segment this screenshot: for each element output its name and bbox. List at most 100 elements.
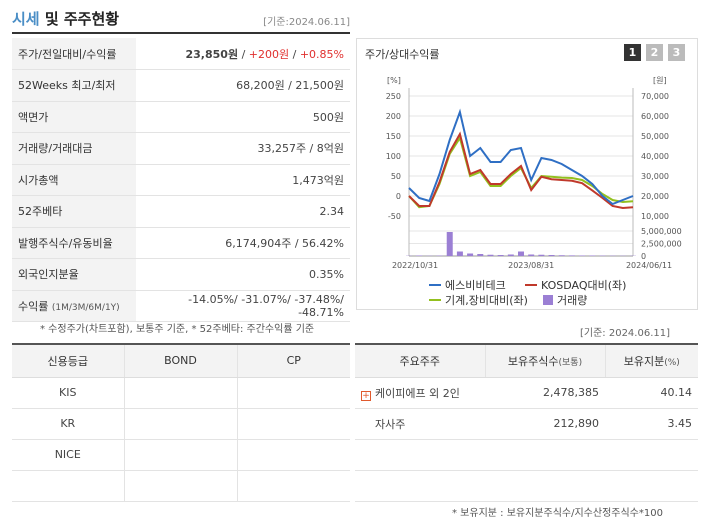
holder-pct: 40.14	[605, 377, 698, 409]
section-title-bar: 시세 및 주주현황 [기준:2024.06.11]	[12, 8, 350, 34]
holder-footnote: * 보유지분 : 보유지분주식수/지수산정주식수*100	[452, 508, 663, 519]
row-label: 외국인지분율	[12, 258, 136, 291]
price-change: +200원	[248, 47, 290, 61]
holder-name: 자사주	[355, 408, 485, 440]
row-value: 2.34	[136, 195, 350, 228]
bond-rating	[123, 377, 237, 409]
row-label: 수익률 (1M/3M/6M/1Y)	[12, 290, 136, 322]
volume-bar	[568, 255, 575, 256]
volume-bar	[477, 254, 484, 256]
table-row: 액면가 500원	[12, 101, 350, 133]
stock-price-line	[408, 108, 634, 206]
legend-item: 거래량	[543, 292, 587, 308]
table-row: 주가/전일대비/수익률 23,850원 / +200원 / +0.85%	[12, 38, 350, 70]
rating-agency	[12, 470, 124, 502]
left-tick-label: -50	[388, 212, 401, 221]
volume-bar	[487, 254, 494, 256]
table-row	[355, 470, 698, 502]
row-value: 500원	[136, 101, 350, 133]
table-row	[355, 439, 698, 471]
row-label: 52Weeks 최고/최저	[12, 69, 136, 102]
left-tick-label: 100	[386, 152, 401, 161]
volume-tick-label: 2,500,000	[641, 240, 682, 249]
row-label: 52주베타	[12, 195, 136, 228]
table-row: NICE	[12, 439, 350, 471]
rating-agency: KR	[12, 408, 124, 440]
column-header: 보유주식수(보통)	[484, 343, 605, 378]
right-axis-unit: [원]	[653, 76, 667, 85]
chart-panel: 주가/상대수익률 1 2 3 [%] [원] 250 200 150 100 50 0 -50 7…	[356, 38, 698, 310]
volume-bar	[538, 254, 545, 256]
volume-bar	[467, 253, 474, 256]
table-row: 자사주 212,890 3.45	[355, 408, 698, 440]
holder-name	[355, 470, 485, 502]
row-value: 33,257주 / 8억원	[136, 132, 350, 165]
table-row: KR	[12, 408, 350, 440]
rating-agency: KIS	[12, 377, 124, 409]
holder-shares: 212,890	[485, 408, 605, 440]
table-row: 52주베타 2.34	[12, 195, 350, 228]
legend-swatch	[429, 284, 441, 286]
legend-item: KOSDAQ대비(좌)	[525, 277, 626, 293]
volume-bar	[579, 255, 586, 256]
cp-rating	[236, 470, 350, 502]
legend-item: 에스비비테크	[429, 277, 506, 293]
volume-bar	[528, 254, 535, 256]
table-header-row: 신용등급 BOND CP	[12, 343, 350, 378]
row-value: 6,174,904주 / 56.42%	[136, 227, 350, 259]
cp-rating	[236, 439, 350, 471]
right-tick-label: 40,000	[641, 152, 669, 161]
returns-value: -14.05%/ -31.07%/ -37.48%/ -48.71%	[136, 290, 350, 322]
column-header: 보유지분(%)	[604, 343, 698, 378]
legend-item: 기계,장비대비(좌)	[429, 292, 528, 308]
holder-name[interactable]: + 케이피에프 외 2인	[355, 377, 485, 409]
table-row: 수익률 (1M/3M/6M/1Y) -14.05%/ -31.07%/ -37.…	[12, 290, 350, 322]
chart-page-1-button[interactable]: 1	[624, 44, 641, 61]
expand-icon[interactable]: +	[361, 390, 371, 401]
row-label: 발행주식수/유동비율	[12, 227, 136, 259]
left-axis-unit: [%]	[387, 76, 401, 85]
volume-bar	[558, 255, 565, 256]
volume-tick-label: 0	[641, 252, 646, 261]
chart-title: 주가/상대수익률	[365, 48, 440, 61]
legend-swatch	[543, 295, 553, 305]
table-header-row: 주요주주 보유주식수(보통) 보유지분(%)	[355, 343, 698, 378]
column-header: CP	[236, 343, 350, 378]
table-row	[12, 470, 350, 502]
volume-bar	[518, 251, 524, 256]
row-label: 액면가	[12, 101, 136, 133]
holder-shares: 2,478,385	[485, 377, 605, 409]
kosdaq-relative-line	[408, 131, 634, 210]
credit-rating-table: 신용등급 BOND CP KIS KR NICE	[12, 343, 350, 502]
right-tick-label: 70,000	[641, 92, 669, 101]
legend-swatch	[525, 284, 537, 286]
right-tick-label: 50,000	[641, 132, 669, 141]
table-row: 외국인지분율 0.35%	[12, 258, 350, 291]
left-tick-label: 200	[386, 112, 401, 121]
table-row: + 케이피에프 외 2인 2,478,385 40.14	[355, 377, 698, 409]
price-footnote: * 수정주가(차트포함), 보통주 기준, * 52주베타: 주간수익률 기준	[40, 324, 315, 335]
x-tick-label: 2024/06/11	[626, 261, 672, 270]
volume-bar	[416, 255, 423, 256]
section-title: 시세 및 주주현황	[12, 10, 120, 28]
chart-pager: 1 2 3	[624, 44, 685, 61]
cp-rating	[236, 377, 350, 409]
left-tick-label: 250	[386, 92, 401, 101]
volume-bar	[446, 232, 453, 256]
x-tick-label: 2023/08/31	[508, 261, 554, 270]
bond-rating	[123, 439, 237, 471]
right-tick-label: 10,000	[641, 212, 669, 221]
left-tick-label: 150	[386, 132, 401, 141]
chart-page-3-button[interactable]: 3	[668, 44, 685, 61]
row-value: 1,473억원	[136, 164, 350, 196]
row-label: 주가/전일대비/수익률	[12, 38, 136, 70]
table-row: 시가총액 1,473억원	[12, 164, 350, 196]
row-label: 시가총액	[12, 164, 136, 196]
row-value: 0.35%	[136, 258, 350, 291]
holder-shares	[485, 439, 605, 471]
right-tick-label: 20,000	[641, 192, 669, 201]
chart-page-2-button[interactable]: 2	[646, 44, 663, 61]
volume-bar	[507, 254, 514, 256]
price-value: 23,850원 / +200원 / +0.85%	[136, 38, 350, 70]
row-value: 68,200원 / 21,500원	[136, 69, 350, 102]
